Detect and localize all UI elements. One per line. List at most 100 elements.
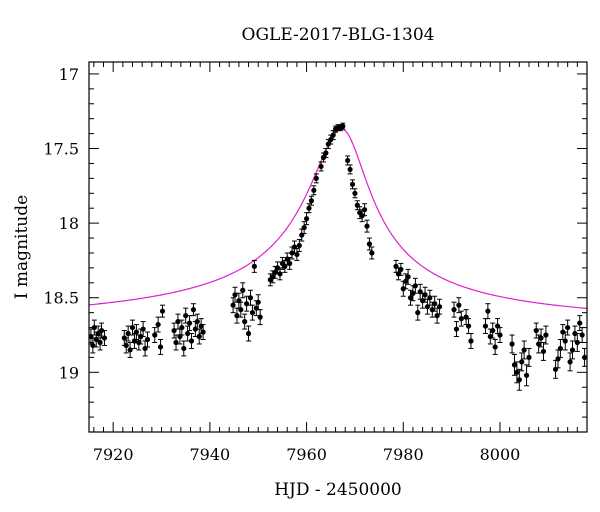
- data-point: [140, 321, 146, 338]
- data-point: [179, 319, 185, 336]
- data-point: [398, 262, 404, 276]
- data-point: [519, 352, 525, 372]
- data-point: [569, 340, 576, 360]
- data-point: [567, 352, 573, 372]
- data-point: [144, 331, 151, 348]
- x-tick-label: 7980: [383, 445, 424, 464]
- data-points-layer: [89, 122, 587, 391]
- data-point: [555, 349, 561, 369]
- x-tick-label: 7960: [286, 445, 327, 464]
- data-point: [574, 333, 580, 352]
- data-point: [415, 304, 421, 321]
- data-point: [244, 295, 250, 312]
- x-tick-label: 8000: [480, 445, 521, 464]
- data-point: [463, 309, 469, 326]
- data-point: [516, 368, 522, 391]
- data-point: [308, 195, 315, 206]
- data-point: [352, 188, 358, 199]
- data-point: [125, 325, 131, 342]
- data-point: [240, 282, 246, 299]
- data-point: [543, 325, 549, 345]
- data-point: [468, 333, 474, 349]
- data-point: [196, 328, 202, 345]
- data-point: [497, 327, 503, 343]
- data-point: [242, 313, 248, 330]
- data-point: [349, 179, 356, 190]
- data-point: [526, 347, 532, 367]
- y-tick-label: 17.5: [43, 140, 79, 159]
- data-point: [101, 330, 108, 346]
- data-point: [424, 298, 431, 315]
- data-point: [129, 319, 136, 336]
- data-point: [152, 327, 158, 343]
- x-axis-label: HJD - 2450000: [274, 480, 402, 500]
- data-point: [354, 200, 360, 211]
- data-point: [427, 289, 433, 306]
- x-tick-label: 7920: [93, 445, 134, 464]
- data-point: [393, 259, 399, 273]
- data-point: [417, 283, 423, 300]
- data-point: [159, 304, 166, 318]
- data-point: [98, 322, 105, 339]
- plot-frame: [88, 61, 588, 433]
- data-point: [155, 316, 161, 333]
- data-point: [133, 324, 139, 340]
- data-point: [465, 318, 472, 335]
- data-point: [456, 297, 462, 314]
- data-point: [453, 321, 460, 338]
- data-point: [311, 185, 317, 196]
- data-point: [533, 322, 539, 339]
- data-point: [200, 324, 206, 340]
- data-point: [188, 333, 195, 349]
- data-point: [451, 301, 457, 318]
- data-point: [364, 219, 370, 233]
- data-point: [538, 328, 544, 348]
- data-point: [279, 256, 285, 270]
- data-point: [509, 334, 515, 354]
- data-point: [303, 212, 310, 226]
- data-point: [313, 173, 319, 184]
- data-point: [521, 340, 527, 360]
- y-tick-label: 18.5: [43, 289, 79, 308]
- y-tick-label: 19: [59, 363, 79, 382]
- y-axis-label: I magnitude: [12, 195, 32, 299]
- data-point: [251, 259, 257, 273]
- data-point: [318, 161, 324, 172]
- data-point: [405, 268, 411, 285]
- data-point: [142, 340, 148, 357]
- data-point: [345, 155, 351, 166]
- data-point: [181, 340, 187, 357]
- data-point: [492, 339, 498, 355]
- data-point: [369, 246, 375, 260]
- data-point: [552, 359, 559, 379]
- model-curve-line: [89, 128, 587, 310]
- y-axis: 17 17.5 18 18.5 19: [43, 65, 587, 418]
- data-point: [540, 341, 547, 361]
- x-axis: 7920 7940 7960 7980 8000: [93, 62, 588, 464]
- data-point: [434, 307, 440, 324]
- data-point: [230, 297, 236, 314]
- data-point: [436, 298, 443, 315]
- data-point: [294, 247, 300, 261]
- data-point: [482, 318, 489, 335]
- data-point: [340, 122, 346, 130]
- data-point: [301, 221, 307, 235]
- data-point: [485, 303, 491, 320]
- data-point: [306, 203, 312, 214]
- data-point: [238, 301, 244, 318]
- data-point: [157, 339, 164, 355]
- data-point: [557, 339, 564, 358]
- data-point: [173, 334, 179, 351]
- data-point: [361, 203, 368, 217]
- data-point: [494, 318, 501, 335]
- data-point: [412, 277, 418, 294]
- x-tick-label: 7940: [190, 445, 231, 464]
- data-point: [581, 347, 587, 367]
- data-point: [127, 341, 133, 358]
- data-point: [249, 304, 256, 321]
- data-point: [579, 327, 585, 343]
- data-point: [458, 310, 464, 327]
- data-point: [432, 295, 438, 312]
- data-point: [565, 319, 571, 336]
